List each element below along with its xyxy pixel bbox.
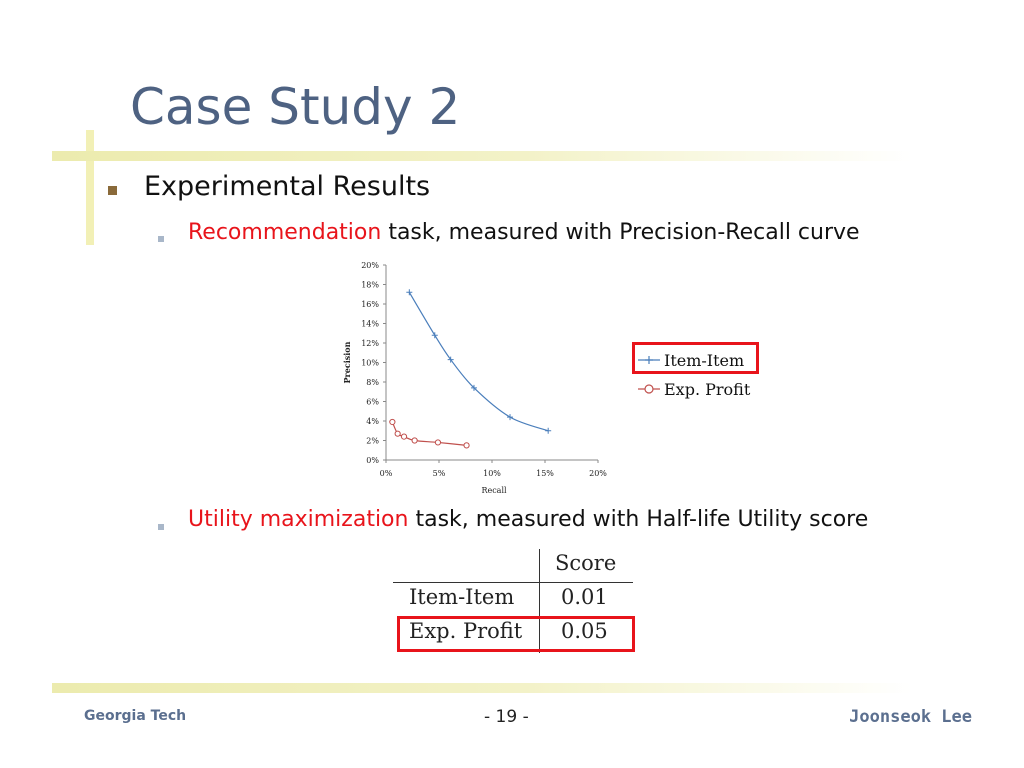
recommendation-highlight: Recommendation	[188, 220, 382, 245]
bullet-square-icon	[108, 186, 117, 195]
data-point-exp-profit	[400, 433, 408, 440]
sub-bullet-square-icon	[158, 236, 164, 242]
data-point-exp-profit	[463, 442, 470, 449]
slide-title: Case Study 2	[130, 78, 461, 136]
footer-institution: Georgia Tech	[84, 708, 187, 724]
legend-label: Exp. Profit	[664, 380, 751, 399]
table-cell-method: Item-Item	[409, 585, 515, 609]
decorative-vertical-bar	[86, 130, 94, 245]
data-point-exp-profit	[389, 418, 396, 426]
sub-bullet-square-icon	[158, 524, 164, 530]
bullet-experimental-results: Experimental Results	[144, 171, 431, 202]
table-cell-score: 0.05	[561, 619, 608, 643]
chart-legend: Item-Item Exp. Profit	[638, 351, 751, 399]
data-point-exp-profit	[394, 430, 401, 437]
table-divider-vertical	[539, 549, 540, 653]
legend-label: Item-Item	[664, 351, 744, 370]
data-point-item-item	[447, 356, 454, 363]
footer-author: Joonseok Lee	[849, 707, 972, 727]
precision-recall-chart: 0% 2% 4% 6% 8% 10% 12% 14% 16% 18% 20% 0% 5% 10% 15% 20…	[342, 261, 607, 495]
y-tick-label: 6%	[366, 398, 379, 407]
data-point-exp-profit	[411, 437, 418, 444]
y-tick-label: 2%	[366, 437, 379, 446]
data-point-item-item	[431, 332, 438, 339]
table-header-score: Score	[555, 551, 617, 575]
decorative-top-rule	[52, 151, 912, 161]
x-tick-label: 0%	[380, 469, 393, 478]
data-point-item-item	[507, 414, 514, 421]
utility-highlight: Utility maximization	[188, 507, 409, 532]
y-tick-label: 14%	[361, 320, 379, 329]
legend-marker-circle-icon	[644, 384, 654, 394]
score-table: Score Item-Item 0.01 Exp. Profit 0.05	[393, 549, 638, 653]
x-tick-label: 10%	[483, 469, 501, 478]
sub-bullet-utility: Utility maximization task, measured with…	[188, 507, 868, 532]
y-tick-label: 0%	[366, 456, 379, 465]
footer-page-number: - 19 -	[484, 707, 529, 727]
x-tick-label: 5%	[433, 469, 446, 478]
series-line-item-item	[408, 291, 549, 432]
utility-rest: task, measured with Half-life Utility sc…	[408, 507, 869, 532]
data-point-exp-profit	[434, 439, 442, 446]
y-tick-label: 10%	[361, 359, 379, 368]
y-tick-label: 16%	[361, 300, 379, 309]
x-tick-label: 15%	[536, 469, 554, 478]
table-divider-horizontal	[393, 582, 633, 583]
y-axis-label: Precision	[342, 341, 352, 383]
y-tick-label: 12%	[361, 339, 379, 348]
legend-highlight-box	[632, 342, 759, 374]
y-tick-label: 4%	[366, 417, 379, 426]
table-cell-method: Exp. Profit	[409, 619, 523, 643]
y-tick-label: 20%	[361, 261, 379, 270]
legend-marker-plus-icon	[645, 356, 653, 364]
sub-bullet-recommendation: Recommendation task, measured with Preci…	[188, 220, 860, 245]
y-tick-label: 8%	[366, 378, 379, 387]
data-point-item-item	[470, 384, 477, 391]
x-axis-label: Recall	[481, 486, 507, 495]
x-tick-label: 20%	[589, 469, 607, 478]
y-tick-label: 18%	[361, 281, 379, 290]
score-highlight-box	[397, 616, 635, 652]
data-point-item-item	[545, 427, 552, 434]
table-cell-score: 0.01	[561, 585, 608, 609]
recommendation-rest: task, measured with Precision-Recall cur…	[381, 220, 860, 245]
data-point-item-item	[406, 289, 413, 296]
decorative-bottom-rule	[52, 683, 912, 693]
